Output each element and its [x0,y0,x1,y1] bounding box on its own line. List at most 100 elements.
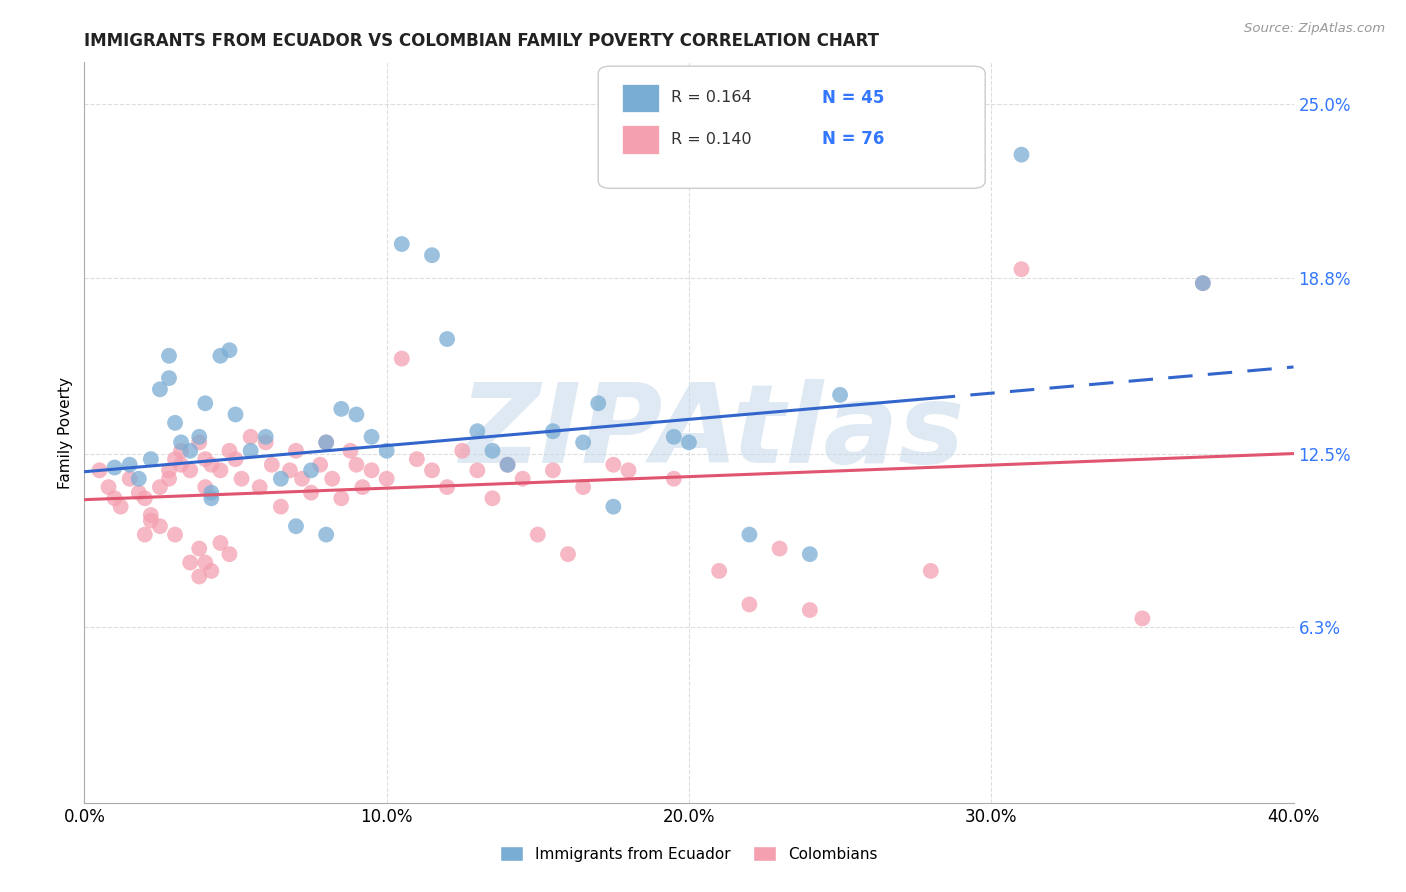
Colombians [557,547,579,561]
Colombians [104,491,127,506]
Colombians [200,458,222,472]
Colombians [139,508,162,522]
Colombians [467,463,489,477]
Colombians [149,480,172,494]
Immigrants from Ecuador [360,430,382,444]
Colombians [225,452,247,467]
Immigrants from Ecuador [678,435,700,450]
Immigrants from Ecuador [496,458,519,472]
Immigrants from Ecuador [1011,147,1033,161]
Colombians [165,527,187,541]
Immigrants from Ecuador [104,460,127,475]
Colombians [97,480,120,494]
Immigrants from Ecuador [467,424,489,438]
Colombians [406,452,429,467]
Immigrants from Ecuador [270,472,292,486]
Immigrants from Ecuador [436,332,458,346]
Immigrants from Ecuador [128,472,150,486]
Immigrants from Ecuador [254,430,277,444]
Colombians [481,491,503,506]
Immigrants from Ecuador [346,408,368,422]
Colombians [165,452,187,467]
Colombians [118,472,141,486]
Colombians [617,463,640,477]
Immigrants from Ecuador [330,401,353,416]
Colombians [194,480,217,494]
Colombians [194,452,217,467]
Text: N = 76: N = 76 [823,130,884,148]
Immigrants from Ecuador [541,424,564,438]
Colombians [231,472,253,486]
Colombians [260,458,283,472]
Colombians [89,463,111,477]
Immigrants from Ecuador [218,343,240,358]
Colombians [572,480,595,494]
Immigrants from Ecuador [209,349,232,363]
Colombians [541,463,564,477]
Immigrants from Ecuador [157,371,180,385]
Text: IMMIGRANTS FROM ECUADOR VS COLOMBIAN FAMILY POVERTY CORRELATION CHART: IMMIGRANTS FROM ECUADOR VS COLOMBIAN FAM… [84,32,879,50]
Colombians [270,500,292,514]
Text: ZIPAtlas: ZIPAtlas [460,379,966,486]
Colombians [321,472,343,486]
Colombians [375,472,398,486]
Colombians [339,443,361,458]
Colombians [346,458,368,472]
Immigrants from Ecuador [602,500,624,514]
FancyBboxPatch shape [599,66,986,188]
Colombians [157,472,180,486]
Immigrants from Ecuador [572,435,595,450]
Text: Source: ZipAtlas.com: Source: ZipAtlas.com [1244,22,1385,36]
Colombians [278,463,301,477]
Immigrants from Ecuador [194,396,217,410]
Immigrants from Ecuador [375,443,398,458]
Bar [623,126,659,153]
Immigrants from Ecuador [200,491,222,506]
Immigrants from Ecuador [139,452,162,467]
Colombians [209,463,232,477]
Colombians [496,458,519,472]
Immigrants from Ecuador [391,237,413,252]
Colombians [1192,276,1215,290]
Immigrants from Ecuador [285,519,308,533]
Colombians [249,480,271,494]
Immigrants from Ecuador [481,443,503,458]
Colombians [285,443,308,458]
Colombians [110,500,132,514]
Immigrants from Ecuador [299,463,322,477]
Colombians [451,443,474,458]
Colombians [512,472,534,486]
Immigrants from Ecuador [1192,276,1215,290]
Colombians [291,472,314,486]
Immigrants from Ecuador [188,430,211,444]
Colombians [218,443,240,458]
Colombians [188,569,211,583]
Colombians [315,435,337,450]
Colombians [1011,262,1033,277]
Y-axis label: Family Poverty: Family Poverty [58,376,73,489]
Colombians [128,485,150,500]
Colombians [218,547,240,561]
Immigrants from Ecuador [738,527,761,541]
Text: N = 45: N = 45 [823,89,884,107]
Immigrants from Ecuador [420,248,443,262]
Colombians [920,564,942,578]
Colombians [188,541,211,556]
Colombians [254,435,277,450]
Colombians [602,458,624,472]
Colombians [200,564,222,578]
Colombians [134,527,156,541]
Immigrants from Ecuador [170,435,193,450]
Immigrants from Ecuador [588,396,610,410]
Immigrants from Ecuador [315,435,337,450]
Colombians [391,351,413,366]
Immigrants from Ecuador [165,416,187,430]
Colombians [1130,611,1153,625]
Colombians [738,598,761,612]
Colombians [179,556,201,570]
Colombians [170,458,193,472]
Immigrants from Ecuador [315,527,337,541]
Immigrants from Ecuador [239,443,262,458]
Colombians [309,458,332,472]
Colombians [134,491,156,506]
